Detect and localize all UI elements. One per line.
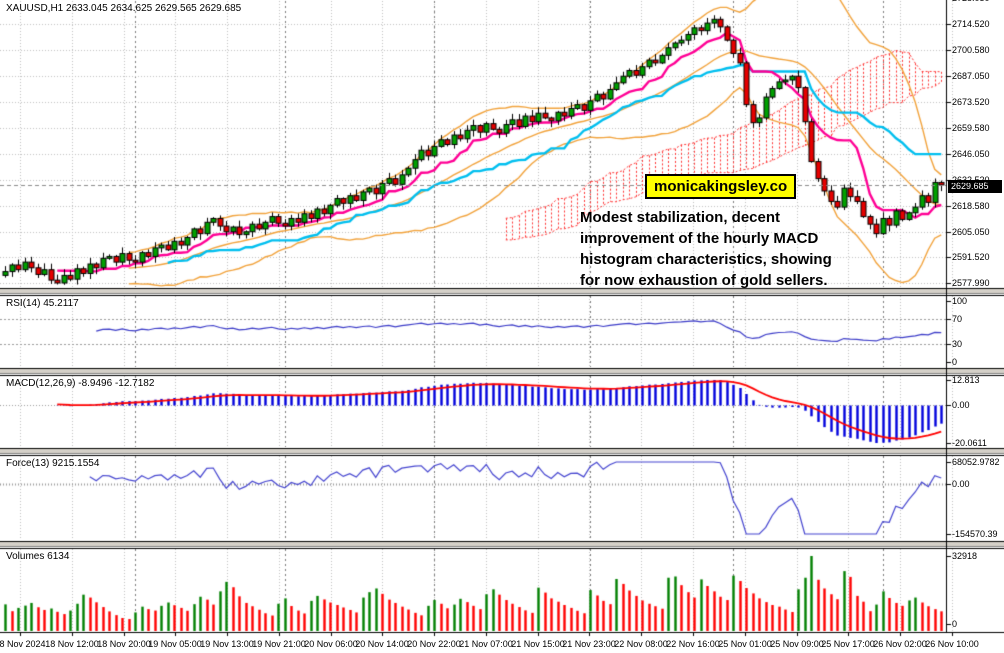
- price-axis[interactable]: [947, 0, 1004, 632]
- panel-resize-separator[interactable]: [0, 368, 947, 375]
- panel-resize-separator[interactable]: [0, 288, 947, 295]
- panel-resize-separator[interactable]: [0, 448, 947, 455]
- panel-resize-separator[interactable]: [0, 541, 947, 548]
- time-axis[interactable]: [0, 632, 1004, 653]
